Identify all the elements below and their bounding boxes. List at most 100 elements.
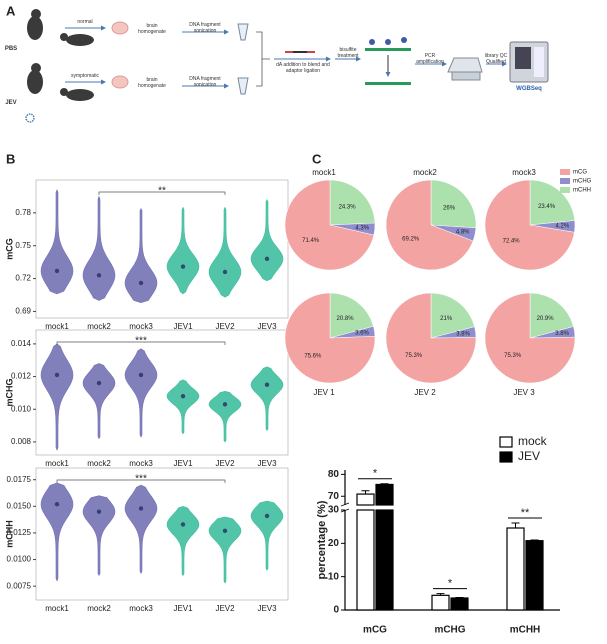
violin bbox=[250, 500, 284, 571]
y-tick-label: 0.0100 bbox=[7, 555, 32, 564]
error-bar bbox=[436, 593, 445, 596]
plot-frame bbox=[35, 329, 289, 456]
slice-label: 20.9% bbox=[537, 316, 555, 322]
workflow-icons bbox=[25, 9, 549, 123]
x-tick-label: JEV2 bbox=[215, 604, 235, 613]
x-tick-label: mock3 bbox=[129, 604, 153, 613]
legend-swatch bbox=[560, 187, 570, 193]
y-tick-label: 20 bbox=[328, 538, 340, 549]
y-tick-label: 0.0125 bbox=[7, 528, 32, 537]
y-tick-label: 30 bbox=[328, 505, 340, 516]
pie-title: JEV 3 bbox=[513, 388, 535, 397]
x-tick-label: mock2 bbox=[87, 604, 111, 613]
bar bbox=[356, 493, 375, 506]
pie-title: mock1 bbox=[312, 168, 336, 177]
pie-slice bbox=[484, 292, 576, 384]
step-label: brain homogenate bbox=[138, 77, 166, 89]
pie-slice bbox=[329, 179, 376, 226]
x-tick-label: JEV1 bbox=[173, 604, 193, 613]
slice-label: 4.8% bbox=[456, 229, 470, 235]
y-tick-label: 0.0150 bbox=[7, 501, 32, 510]
error-bar bbox=[530, 539, 539, 541]
slice-label: 20.8% bbox=[337, 316, 355, 322]
output-label: WGBSeq bbox=[516, 86, 542, 92]
axis-break bbox=[340, 502, 350, 513]
mean-dot bbox=[54, 268, 60, 274]
y-tick-label: 0 bbox=[333, 605, 339, 616]
x-tick-label: mock2 bbox=[87, 459, 111, 468]
slice-label: 4.3% bbox=[355, 226, 369, 232]
y-tick-label: 0.72 bbox=[15, 274, 31, 283]
violin bbox=[124, 348, 158, 438]
legend-swatch bbox=[560, 169, 570, 175]
slice-label: 75.6% bbox=[304, 353, 322, 359]
violin bbox=[82, 195, 116, 301]
y-tick-label: 70 bbox=[328, 491, 340, 502]
slice-label: 75.3% bbox=[504, 353, 522, 359]
mean-dot bbox=[138, 506, 144, 511]
legend-label: mCHG bbox=[573, 179, 592, 185]
y-axis-label: mCHG bbox=[4, 378, 14, 406]
bar bbox=[375, 509, 394, 611]
violin bbox=[166, 379, 200, 435]
significance-label: *** bbox=[135, 474, 147, 485]
violin bbox=[82, 363, 116, 440]
significance-label: *** bbox=[135, 336, 147, 347]
y-tick-label: 0.012 bbox=[11, 372, 32, 381]
error-bar bbox=[455, 597, 464, 598]
mean-dot bbox=[138, 280, 144, 286]
pie-title: mock3 bbox=[512, 168, 536, 177]
violin bbox=[82, 495, 116, 577]
violin bbox=[40, 343, 74, 451]
step-label: library QC Qualified bbox=[484, 53, 508, 65]
mean-dot bbox=[222, 402, 228, 407]
significance-bracket bbox=[98, 191, 226, 195]
error-bar bbox=[361, 490, 370, 495]
mean-dot bbox=[222, 528, 228, 534]
y-tick-label: 10 bbox=[328, 571, 340, 582]
mean-dot bbox=[138, 372, 144, 378]
violin bbox=[124, 484, 158, 575]
x-tick-label: mCG bbox=[363, 625, 387, 636]
plot-frame bbox=[35, 467, 289, 601]
error-bar bbox=[380, 483, 389, 485]
violin bbox=[124, 207, 158, 303]
pie-slice bbox=[284, 292, 376, 384]
pie-title: JEV 2 bbox=[414, 388, 436, 397]
legend-label: mCG bbox=[573, 170, 587, 176]
x-tick-label: mock3 bbox=[129, 322, 153, 331]
x-tick-label: mock1 bbox=[45, 459, 69, 468]
panel-label: B bbox=[6, 151, 15, 166]
significance-label: ** bbox=[158, 186, 166, 197]
mean-dot bbox=[54, 501, 60, 507]
x-tick-label: mock2 bbox=[87, 322, 111, 331]
slice-label: 24.3% bbox=[339, 205, 357, 211]
y-tick-label: 80 bbox=[328, 469, 340, 480]
legend-label: mCHH bbox=[573, 188, 591, 194]
slice-label: 3.8% bbox=[456, 331, 470, 337]
x-tick-label: mCHG bbox=[434, 625, 465, 636]
pie-slice bbox=[430, 292, 475, 339]
violin bbox=[208, 390, 242, 443]
slice-label: 3.8% bbox=[555, 331, 569, 337]
bar bbox=[450, 597, 469, 611]
pie-slice bbox=[484, 179, 575, 271]
violin bbox=[166, 206, 200, 295]
significance-label: * bbox=[373, 468, 378, 480]
legend-label: mock bbox=[518, 434, 548, 448]
y-axis-label: percentage (%) bbox=[316, 500, 328, 579]
bar bbox=[525, 540, 544, 611]
significance-label: * bbox=[448, 578, 453, 590]
step-label: dA addition to blend and adaptor ligatio… bbox=[276, 62, 330, 74]
pie-slice bbox=[529, 179, 576, 226]
slice-label: 23.4% bbox=[538, 204, 556, 210]
x-tick-label: JEV3 bbox=[257, 604, 277, 613]
condition-label: symptomatic bbox=[70, 73, 100, 79]
y-tick-label: 0.75 bbox=[15, 241, 31, 250]
mean-dot bbox=[264, 382, 270, 387]
significance-label: ** bbox=[521, 507, 530, 519]
pie-slice bbox=[284, 179, 375, 271]
legend-label: JEV bbox=[518, 449, 540, 463]
pie-slice bbox=[385, 292, 477, 384]
